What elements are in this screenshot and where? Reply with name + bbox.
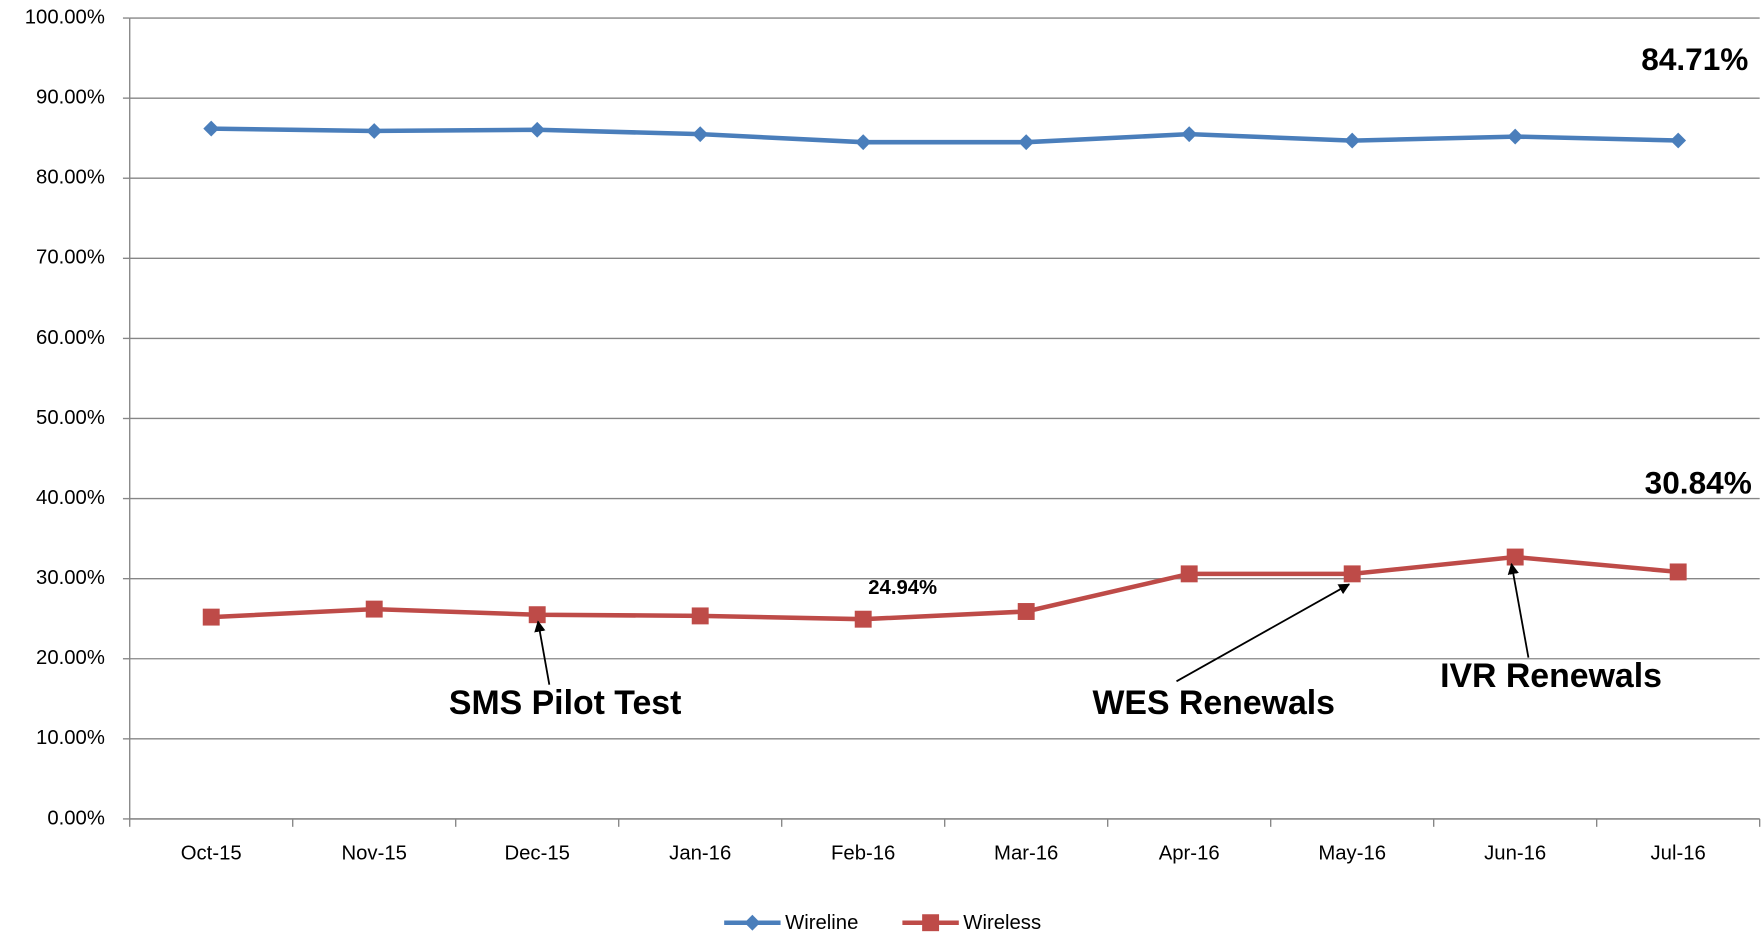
point xyxy=(1018,134,1035,151)
annotation: WES Renewals xyxy=(1092,684,1335,722)
series-line xyxy=(211,126,1679,145)
y-tick-label: 20.00% xyxy=(36,647,105,669)
data-label: 30.84% xyxy=(1645,464,1752,500)
series-line xyxy=(211,554,1679,622)
y-tick-label: 100.00% xyxy=(25,6,105,28)
x-tick-label: Dec-15 xyxy=(504,842,569,864)
x-tick-label: Mar-16 xyxy=(994,842,1058,864)
y-tick-label: 10.00% xyxy=(36,727,105,749)
x-tick-label: Nov-15 xyxy=(341,842,406,864)
point xyxy=(366,123,383,139)
x-tick-label: Jun-16 xyxy=(1484,842,1546,864)
point xyxy=(1181,126,1198,143)
y-tick-label: 70.00% xyxy=(36,247,105,269)
point xyxy=(854,610,872,628)
point xyxy=(1180,565,1198,583)
x-tick-label: Apr-16 xyxy=(1159,842,1220,864)
point xyxy=(744,914,761,931)
annotation: IVR Renewals xyxy=(1440,657,1662,695)
point xyxy=(1507,128,1524,145)
point xyxy=(202,608,220,626)
plot: 0.00% 10.00% 20.00% 30.00% 40.00% 50.00% 60.00… xyxy=(25,6,1761,934)
point xyxy=(692,126,709,143)
y-tick-label: 0.00% xyxy=(47,807,105,829)
x-tick-label: Jan-16 xyxy=(669,842,731,864)
legend-label: Wireline xyxy=(785,912,858,934)
y-tick-label: 50.00% xyxy=(36,407,105,429)
point xyxy=(365,600,383,618)
y-tick-label: 80.00% xyxy=(36,167,105,189)
annotation: SMS Pilot Test xyxy=(449,684,681,722)
x-tick-label: Oct-15 xyxy=(181,842,242,864)
y-tick-label: 60.00% xyxy=(36,327,105,349)
point xyxy=(691,607,709,625)
y-tick-label: 90.00% xyxy=(36,86,105,108)
point xyxy=(529,121,546,138)
x-tick-label: Jul-16 xyxy=(1651,842,1706,864)
legend-label: Wireless xyxy=(963,912,1041,934)
point xyxy=(1017,603,1035,620)
point xyxy=(855,134,872,151)
data-label: 24.94% xyxy=(868,577,937,599)
point xyxy=(1670,132,1687,149)
x-tick-label: May-16 xyxy=(1318,842,1386,864)
point xyxy=(203,120,220,137)
annotation-arrow xyxy=(534,620,551,685)
point xyxy=(528,606,546,624)
point xyxy=(1344,132,1361,149)
annotation-arrow xyxy=(1507,562,1530,658)
y-tick-label: 30.00% xyxy=(36,567,105,589)
point xyxy=(1506,548,1524,566)
annotation-arrow xyxy=(1176,583,1351,683)
point xyxy=(1669,563,1687,581)
y-tick-label: 40.00% xyxy=(36,487,105,509)
x-tick-label: Feb-16 xyxy=(831,842,895,864)
point xyxy=(1343,565,1361,583)
point xyxy=(922,914,940,932)
data-label: 84.71% xyxy=(1641,41,1748,77)
